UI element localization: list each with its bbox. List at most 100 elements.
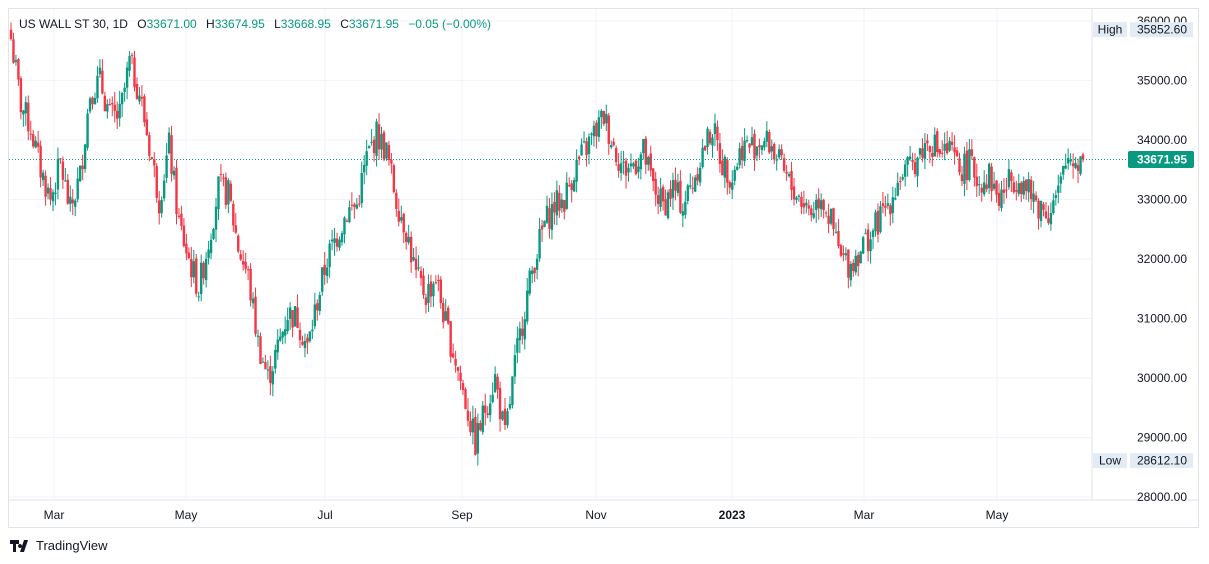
candle-up	[916, 156, 919, 188]
candle-body	[1064, 165, 1067, 169]
candle-body	[44, 175, 47, 197]
candle-body	[88, 98, 92, 112]
candle-body	[661, 186, 665, 202]
candle-body	[444, 311, 447, 321]
candle-down	[135, 77, 139, 100]
candle-down	[1012, 176, 1016, 194]
candle-body	[558, 192, 561, 211]
candle-up	[325, 258, 329, 284]
candle-body	[51, 192, 55, 202]
candle-body	[533, 267, 536, 274]
candle-body	[587, 136, 591, 155]
candle-up	[543, 220, 546, 228]
candle-body	[29, 133, 32, 135]
candle-body	[861, 237, 865, 254]
tradingview-attribution[interactable]: TradingView	[10, 538, 108, 553]
candle-body	[288, 307, 292, 320]
candle-down	[316, 299, 319, 321]
candle-up	[698, 162, 702, 187]
candle-body	[311, 329, 314, 332]
grid-lines	[9, 9, 1092, 500]
candle-up	[513, 344, 517, 385]
candle-body	[1010, 172, 1013, 182]
candle-body	[476, 423, 480, 454]
candle-body	[802, 203, 806, 208]
candle-down	[1024, 178, 1028, 200]
candle-up	[261, 357, 265, 363]
candle-up	[859, 250, 862, 264]
high-marker: High 35852.60	[1093, 22, 1193, 38]
candle-down	[446, 305, 450, 326]
symbol-title[interactable]: US WALL ST 30, 1D	[19, 17, 128, 31]
candle-down	[792, 178, 796, 206]
candle-up	[770, 139, 773, 160]
candle-body	[602, 110, 606, 124]
candle-body	[197, 296, 200, 298]
candle-down	[409, 231, 413, 273]
candle-down	[387, 141, 391, 166]
candle-body	[125, 67, 129, 88]
candle-down	[464, 387, 467, 410]
candle-up	[597, 110, 601, 142]
candle-body	[526, 290, 529, 322]
candle-body	[805, 202, 808, 206]
candle-down	[59, 158, 62, 164]
candle-body	[464, 389, 467, 410]
candle-up	[293, 305, 297, 327]
candle-up	[375, 118, 378, 167]
candle-body	[1037, 200, 1040, 219]
candle-up	[491, 382, 494, 404]
candle-down	[913, 153, 917, 178]
candle-body	[486, 413, 489, 415]
candle-body	[145, 119, 149, 135]
candle-up	[501, 410, 504, 422]
candle-body	[649, 153, 652, 171]
candle-down	[437, 274, 440, 292]
candle-body	[619, 163, 623, 174]
candle-body	[12, 39, 15, 63]
candle-body	[605, 113, 608, 124]
candle-down	[155, 163, 158, 203]
candle-down	[758, 138, 761, 159]
candle-body	[743, 140, 746, 162]
candle-body	[664, 199, 667, 216]
candle-body	[792, 186, 796, 200]
candle-down	[419, 266, 423, 286]
candle-down	[241, 250, 245, 271]
low-value-legend: 33668.95	[280, 17, 331, 31]
candle-body	[412, 257, 415, 261]
candle-up	[545, 195, 549, 225]
last-price-tag: 33671.95	[1128, 150, 1194, 168]
candle-body	[474, 417, 477, 455]
candle-up	[481, 400, 484, 435]
candle-body	[409, 236, 413, 263]
candle-body	[568, 185, 571, 187]
candle-body	[66, 179, 70, 204]
candle-down	[664, 189, 667, 216]
candle-down	[429, 274, 433, 308]
candlestick-chart[interactable]: 28000.00 29000.00 30000.00 31000.00 32000.00…	[0, 0, 1209, 528]
candle-body	[301, 341, 304, 345]
candle-down	[195, 253, 198, 297]
candle-body	[718, 143, 722, 164]
candle-body	[175, 167, 178, 215]
candle-down	[1044, 202, 1048, 219]
candle-body	[913, 162, 917, 175]
candle-up	[869, 231, 872, 264]
high-value-legend: 33674.95	[214, 17, 265, 31]
candle-down	[654, 171, 657, 207]
candle-down	[306, 333, 309, 355]
candle-body	[577, 156, 581, 159]
candle-up	[508, 396, 512, 411]
candle-down	[224, 172, 228, 209]
candle-up	[903, 160, 907, 187]
candle-body	[899, 180, 902, 182]
candle-body	[41, 172, 45, 181]
candle-down	[889, 203, 892, 226]
candle-body	[642, 138, 645, 154]
candle-down	[780, 144, 783, 160]
candle-down	[753, 129, 756, 171]
candle-body	[180, 213, 183, 226]
candle-body	[298, 329, 302, 341]
candle-up	[24, 96, 28, 126]
